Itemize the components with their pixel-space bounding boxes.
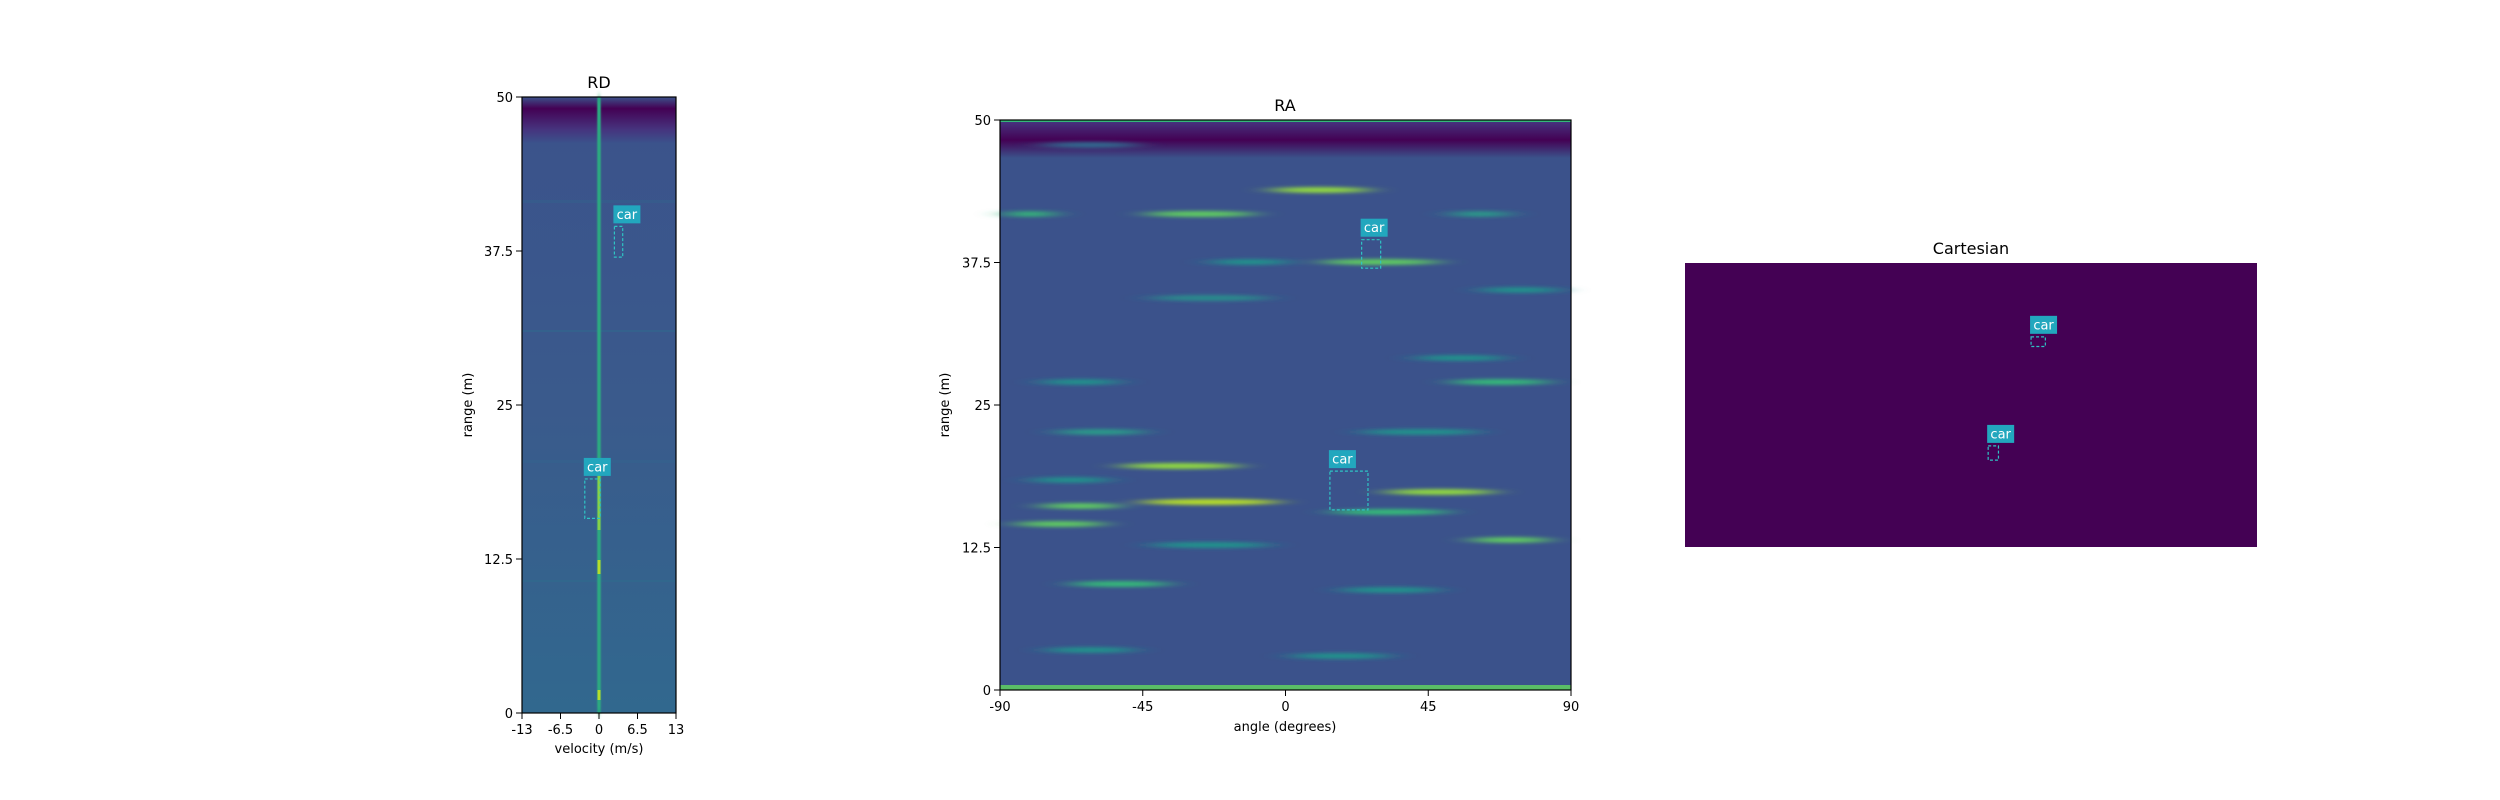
ra-ylabel: range (m) (938, 373, 953, 438)
ra-detection-label: car (1364, 221, 1385, 236)
ra-x-tick-label: 90 (1563, 700, 1580, 715)
cartesian-title: Cartesian (1933, 239, 2009, 258)
cartesian-panel: Cartesian car car (1685, 239, 2257, 547)
ra-x-tick-label: -90 (989, 700, 1010, 715)
rd-x-ticks: -13 -6.5 0 6.5 13 (511, 713, 684, 738)
rd-x-tick-label: -13 (511, 723, 532, 738)
cartesian-heatmap (1685, 263, 2257, 547)
cartesian-detection-box (1987, 445, 2000, 461)
ra-y-ticks: 0 12.5 25 37.5 50 (962, 114, 1000, 699)
cartesian-detection-label: car (1990, 427, 2011, 442)
rd-panel: RD -13 -6.5 0 6.5 13 0 12.5 25 37.5 50 velocity … (461, 73, 684, 757)
rd-y-tick-label: 37.5 (484, 245, 513, 260)
rd-y-tick-label: 0 (505, 707, 513, 722)
ra-y-tick-label: 37.5 (962, 257, 991, 272)
rd-y-tick-label: 12.5 (484, 553, 513, 568)
rd-x-tick-label: 13 (668, 723, 685, 738)
rd-detection-label: car (587, 460, 608, 475)
ra-detection-label-bg (1360, 218, 1388, 237)
rd-detection-label: car (617, 208, 638, 223)
ra-x-tick-label: 45 (1420, 700, 1437, 715)
rd-y-tick-label: 25 (496, 399, 513, 414)
cartesian-detections: car car (1987, 315, 2058, 461)
rd-x-tick-label: 0 (595, 723, 603, 738)
ra-xlabel: angle (degrees) (1234, 720, 1337, 735)
cartesian-detection-label-bg (2030, 315, 2058, 334)
ra-title: RA (1274, 96, 1295, 115)
ra-top-edge (1000, 120, 1571, 122)
ra-heatmap (1000, 120, 1571, 690)
ra-y-tick-label: 25 (974, 399, 991, 414)
ra-detection-box (1361, 239, 1382, 269)
ra-y-tick-label: 12.5 (962, 542, 991, 557)
rd-detection-box (613, 225, 624, 258)
ra-detection-label: car (1332, 453, 1353, 468)
rd-detection-label-bg (583, 457, 611, 476)
ra-y-tick-label: 0 (983, 684, 991, 699)
rd-x-tick-label: -6.5 (548, 723, 573, 738)
rd-xlabel: velocity (m/s) (555, 742, 644, 757)
ra-panel: RA -90 -45 0 45 90 0 12.5 25 37.5 50 angle (degr… (938, 96, 1579, 735)
ra-detections: car car (1328, 218, 1388, 511)
rd-detections: car car (583, 205, 641, 519)
ra-detection-label-bg (1328, 450, 1356, 469)
cartesian-detection-label: car (2033, 318, 2054, 333)
ra-streaks (1005, 142, 1560, 659)
cartesian-detection-box (2030, 336, 2046, 348)
rd-zero-doppler-line (597, 97, 601, 713)
ra-x-ticks: -90 -45 0 45 90 (989, 690, 1579, 715)
ra-top-band (1000, 122, 1571, 158)
rd-y-ticks: 0 12.5 25 37.5 50 (484, 91, 522, 722)
rd-ylabel: range (m) (461, 373, 476, 438)
rd-x-tick-label: 6.5 (627, 723, 648, 738)
rd-title: RD (587, 73, 610, 92)
ra-x-tick-label: -45 (1132, 700, 1153, 715)
ra-x-tick-label: 0 (1281, 700, 1289, 715)
ra-y-tick-label: 50 (974, 114, 991, 129)
ra-bottom-edge (1000, 685, 1571, 690)
rd-y-tick-label: 50 (496, 91, 513, 106)
ra-detection-box (1329, 470, 1369, 511)
rd-detection-label-bg (613, 205, 641, 224)
rd-detection-box (584, 478, 601, 519)
cartesian-detection-label-bg (1987, 424, 2015, 443)
